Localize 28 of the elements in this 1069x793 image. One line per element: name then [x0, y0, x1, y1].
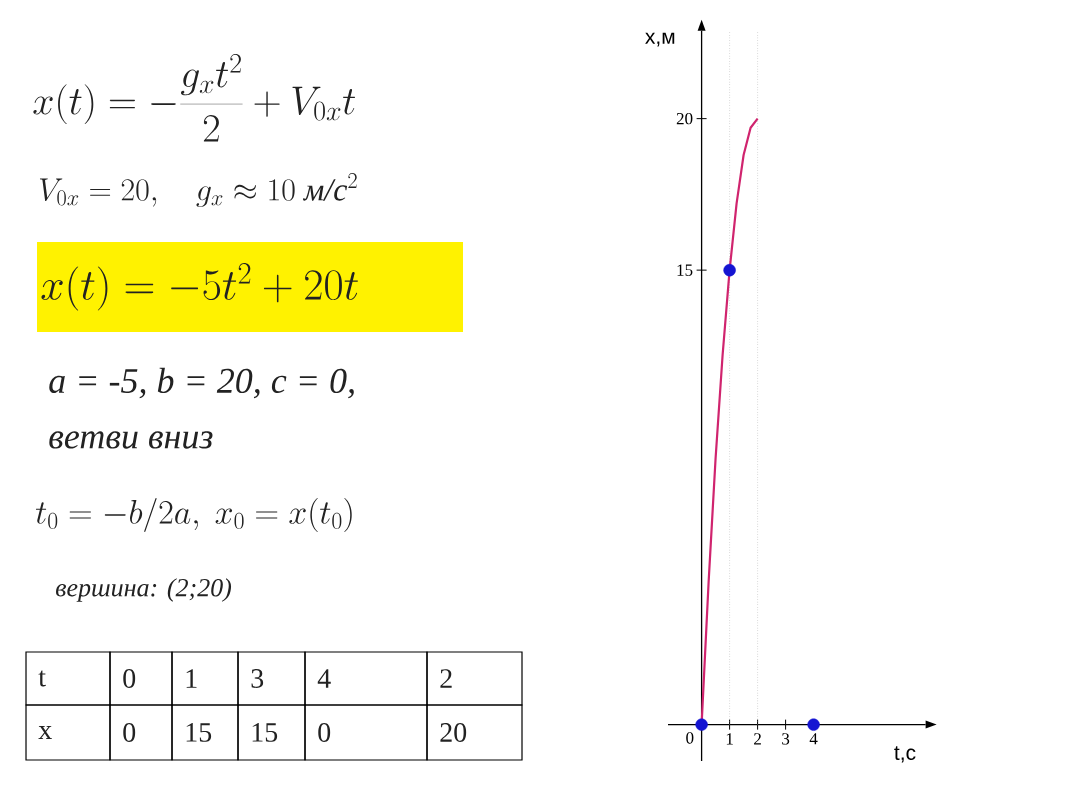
text: a = -5, b = 20, c = 0,: [49, 367, 354, 399]
text: 0: [318, 723, 331, 742]
text: 15: [186, 723, 212, 742]
text: $V_{0x} = 20,\quad g_x \approx 10\ \mbox{\itshape м/с}^2$: [39, 173, 357, 207]
x-tick-label: 4: [809, 733, 818, 745]
x-tick-label: 3: [782, 733, 790, 745]
text: 15: [252, 723, 278, 742]
x-tick-label: 1: [726, 733, 733, 745]
text: $x(t) = -\frac{g_x t^2}{2} + V_{0x} t$: [33, 54, 355, 142]
text: 2: [440, 669, 452, 688]
text: t: [38, 670, 46, 687]
x-axis-title: t,c: [894, 746, 916, 763]
text: 1: [186, 669, 197, 688]
text: 20: [440, 723, 467, 742]
text: ветви вниз: [49, 431, 213, 449]
text: $t_0 = -b/2a,\ x_0 = x(t_0)$: [35, 498, 352, 532]
y-tick-label: 15: [677, 264, 693, 276]
text: вершина: (2;20): [56, 578, 232, 602]
y-axis-title: x,м: [645, 32, 675, 47]
y-tick-label: 20: [676, 112, 693, 125]
text: 0: [123, 723, 136, 742]
x-tick-label: 2: [754, 733, 761, 745]
text: $x(t) = -5t^2 + 20t$: [41, 263, 358, 311]
y-tick-label: 0: [686, 732, 694, 744]
text: 4: [317, 669, 331, 688]
text: 3: [251, 669, 264, 688]
text: 0: [123, 669, 136, 688]
text: x: [38, 726, 52, 739]
